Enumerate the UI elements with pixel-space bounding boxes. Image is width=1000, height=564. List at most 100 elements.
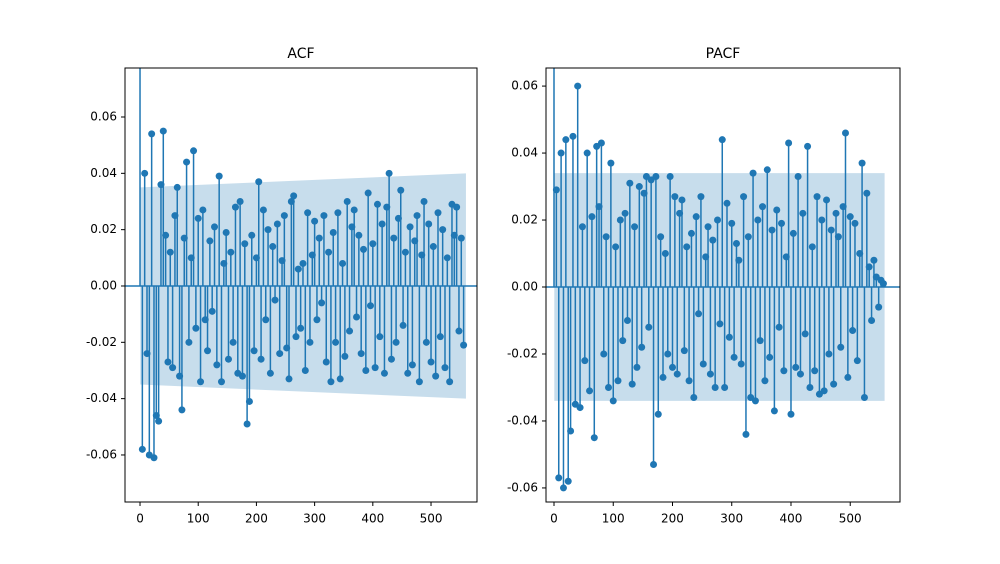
marker: [259, 206, 267, 214]
marker: [778, 219, 786, 227]
marker: [768, 226, 776, 234]
marker: [607, 159, 615, 167]
marker: [737, 360, 745, 368]
marker: [645, 323, 653, 331]
marker: [567, 427, 575, 435]
marker: [434, 209, 442, 217]
marker: [371, 364, 379, 372]
marker: [194, 214, 202, 222]
marker: [721, 383, 729, 391]
marker: [262, 316, 270, 324]
marker: [680, 347, 688, 355]
marker: [385, 169, 393, 177]
marker: [257, 355, 265, 363]
marker: [227, 248, 235, 256]
marker: [787, 410, 795, 418]
marker: [811, 367, 819, 375]
marker: [238, 372, 246, 380]
marker: [695, 310, 703, 318]
marker: [294, 265, 302, 273]
marker: [659, 373, 667, 381]
marker: [633, 363, 641, 371]
marker: [735, 256, 743, 264]
marker: [336, 375, 344, 383]
marker: [422, 338, 430, 346]
marker: [678, 196, 686, 204]
marker: [390, 234, 398, 242]
marker: [148, 130, 156, 138]
y-tick-label: -0.06: [507, 480, 538, 494]
marker: [775, 323, 783, 331]
marker: [827, 226, 835, 234]
marker: [770, 407, 778, 415]
marker: [865, 263, 873, 271]
marker: [329, 228, 337, 236]
marker: [327, 378, 335, 386]
axes-frame: [124, 67, 478, 503]
marker: [420, 197, 428, 205]
marker: [413, 212, 421, 220]
marker: [638, 343, 646, 351]
marker: [197, 378, 205, 386]
marker: [392, 338, 400, 346]
marker: [740, 193, 748, 201]
marker: [292, 333, 300, 341]
marker: [255, 178, 263, 186]
marker: [453, 203, 461, 211]
marker: [564, 477, 572, 485]
marker: [229, 338, 237, 346]
marker: [373, 200, 381, 208]
marker: [406, 223, 414, 231]
marker: [355, 231, 363, 239]
marker: [766, 353, 774, 361]
marker: [401, 248, 409, 256]
x-tick-label: 100: [187, 512, 210, 526]
marker: [635, 183, 643, 191]
marker: [425, 220, 433, 228]
x-tick-label: 100: [602, 512, 625, 526]
marker: [581, 357, 589, 365]
marker: [759, 203, 767, 211]
marker: [870, 256, 878, 264]
marker: [159, 127, 167, 135]
marker: [276, 350, 284, 358]
marker: [834, 233, 842, 241]
marker: [164, 358, 172, 366]
marker: [162, 231, 170, 239]
marker: [830, 380, 838, 388]
marker: [178, 406, 186, 414]
marker: [404, 369, 412, 377]
marker: [269, 243, 277, 251]
marker: [728, 219, 736, 227]
y-tick-label: -0.02: [507, 346, 538, 360]
marker: [366, 302, 374, 310]
y-tick-label: 0.00: [90, 278, 117, 292]
marker: [650, 460, 658, 468]
marker: [415, 378, 423, 386]
marker: [357, 350, 365, 358]
marker: [185, 338, 193, 346]
marker: [844, 373, 852, 381]
y-tick-label: -0.06: [86, 447, 117, 461]
marker: [213, 361, 221, 369]
marker: [155, 417, 163, 425]
marker: [380, 369, 388, 377]
marker: [868, 316, 876, 324]
chart-title: PACF: [706, 46, 741, 62]
marker: [552, 186, 560, 194]
marker: [808, 243, 816, 251]
marker: [332, 338, 340, 346]
y-tick-label: 0.02: [511, 213, 538, 227]
x-tick-label: 400: [361, 512, 384, 526]
marker: [785, 139, 793, 147]
marker: [555, 474, 563, 482]
x-tick-label: 400: [780, 512, 803, 526]
marker: [858, 159, 866, 167]
y-tick-label: 0.04: [511, 146, 538, 160]
marker: [685, 377, 693, 385]
x-tick-label: 0: [550, 512, 558, 526]
marker: [408, 361, 416, 369]
marker: [271, 296, 279, 304]
marker: [666, 173, 674, 180]
